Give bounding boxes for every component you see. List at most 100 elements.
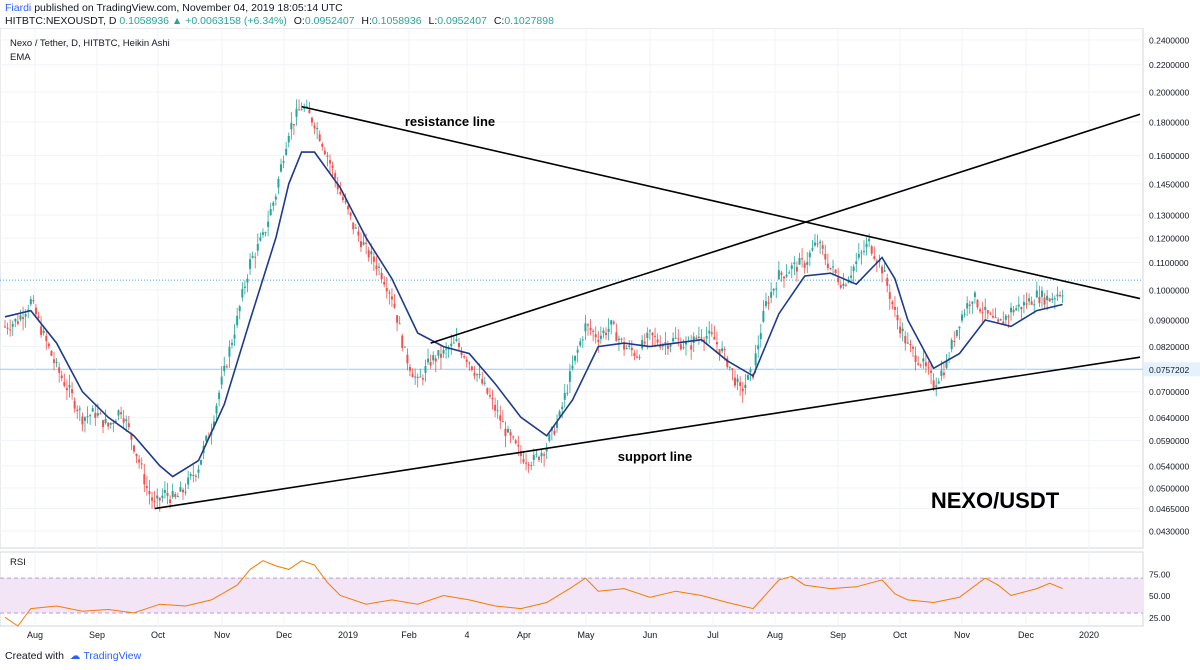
candle-body: [491, 397, 494, 400]
candle-body: [241, 289, 244, 298]
rsi-tick-label: 75.00: [1149, 569, 1171, 579]
candle-body: [697, 336, 700, 338]
symbol-label: HITBTC:NEXOUSDT, D: [5, 15, 117, 27]
candle-body: [102, 420, 105, 427]
candle-body: [14, 319, 17, 322]
author-link[interactable]: Fiardi: [5, 2, 32, 14]
candle-body: [68, 385, 71, 388]
candle-body: [904, 335, 907, 344]
candle-body: [11, 323, 14, 327]
candle-body: [958, 326, 961, 329]
high-label: H:: [361, 15, 372, 27]
close-label: C:: [493, 15, 505, 27]
candle-body: [715, 341, 718, 345]
candle-body: [509, 432, 512, 436]
candle-body: [414, 376, 417, 378]
candle-body: [708, 330, 711, 334]
candle-body: [218, 392, 221, 400]
rising-trendline: [430, 113, 1141, 344]
candle-body: [651, 332, 654, 336]
candle-body: [579, 341, 582, 346]
candle-body: [963, 313, 966, 315]
candle-body: [439, 353, 442, 358]
candle-body: [383, 281, 386, 285]
candle-body: [842, 283, 845, 286]
candle-body: [432, 355, 435, 361]
candle-body: [942, 372, 945, 376]
candle-body: [605, 332, 608, 336]
candle-body: [976, 299, 979, 308]
candle-body: [553, 430, 556, 435]
candle-body: [924, 362, 927, 367]
candle-body: [917, 363, 920, 365]
candle-body: [646, 332, 649, 339]
candle-body: [862, 250, 865, 252]
candle-body: [672, 338, 675, 342]
candle-body: [816, 243, 819, 245]
candle-body: [1040, 290, 1043, 297]
candle-body: [483, 382, 486, 384]
candle-body: [264, 232, 267, 234]
resistance-trendline: [301, 105, 1141, 300]
candle-body: [759, 333, 762, 340]
price-change: +0.0063158 (+6.34%): [185, 15, 287, 27]
candle-body: [984, 306, 987, 310]
open-label: O:: [293, 15, 305, 27]
candle-body: [321, 143, 324, 147]
candle-body: [437, 350, 440, 356]
time-tick-label: Oct: [151, 630, 166, 640]
candle-body: [1030, 301, 1033, 305]
candle-body: [42, 330, 45, 333]
price-tick-label: 0.0900000: [1149, 315, 1189, 325]
candle-body: [568, 371, 571, 382]
candle-body: [739, 382, 742, 386]
candle-body: [979, 309, 982, 312]
candle-body: [272, 202, 275, 206]
candle-body: [179, 487, 182, 492]
chart-canvas[interactable]: 0.2400000 0.2200000 0.2000000 0.1800000 0.16…: [0, 28, 1200, 648]
candle-body: [205, 435, 208, 441]
candle-body: [968, 304, 971, 306]
candle-body: [184, 491, 187, 493]
candle-body: [935, 385, 938, 387]
candle-body: [826, 263, 829, 268]
candle-body: [666, 345, 669, 349]
candle-body: [855, 261, 858, 265]
candle-body: [47, 343, 50, 347]
candle-body: [478, 374, 481, 376]
price-tick-label: 0.0540000: [1149, 461, 1189, 471]
tradingview-brand[interactable]: TradingView: [83, 650, 142, 662]
candle-body: [73, 400, 76, 409]
candle-body: [1010, 307, 1013, 313]
candle-body: [607, 328, 610, 332]
candle-body: [163, 490, 166, 493]
candle-body: [277, 178, 280, 188]
candle-body: [726, 358, 729, 368]
candle-body: [837, 277, 840, 283]
candle-body: [151, 497, 154, 501]
candle-body: [994, 317, 997, 319]
candle-body: [140, 463, 143, 465]
rsi-tick-label: 50.00: [1149, 591, 1171, 601]
candle-body: [772, 288, 775, 291]
candle-body: [775, 288, 778, 290]
candle-body: [114, 420, 117, 422]
candle-body: [465, 359, 468, 362]
candle-body: [22, 317, 25, 319]
candle-body: [274, 196, 277, 200]
candle-body: [501, 421, 504, 423]
candle-body: [736, 378, 739, 383]
candle-body: [677, 338, 680, 340]
candle-body: [499, 415, 502, 421]
candle-body: [228, 346, 231, 357]
up-arrow-icon: ▲: [171, 15, 183, 27]
time-tick-label: May: [577, 630, 595, 640]
candle-body: [55, 361, 58, 363]
candle-body: [476, 374, 479, 376]
candle-body: [354, 227, 357, 229]
candle-body: [785, 274, 788, 277]
candle-body: [850, 275, 853, 278]
candle-body: [641, 340, 644, 349]
candle-body: [661, 345, 664, 347]
candle-body: [398, 323, 401, 325]
